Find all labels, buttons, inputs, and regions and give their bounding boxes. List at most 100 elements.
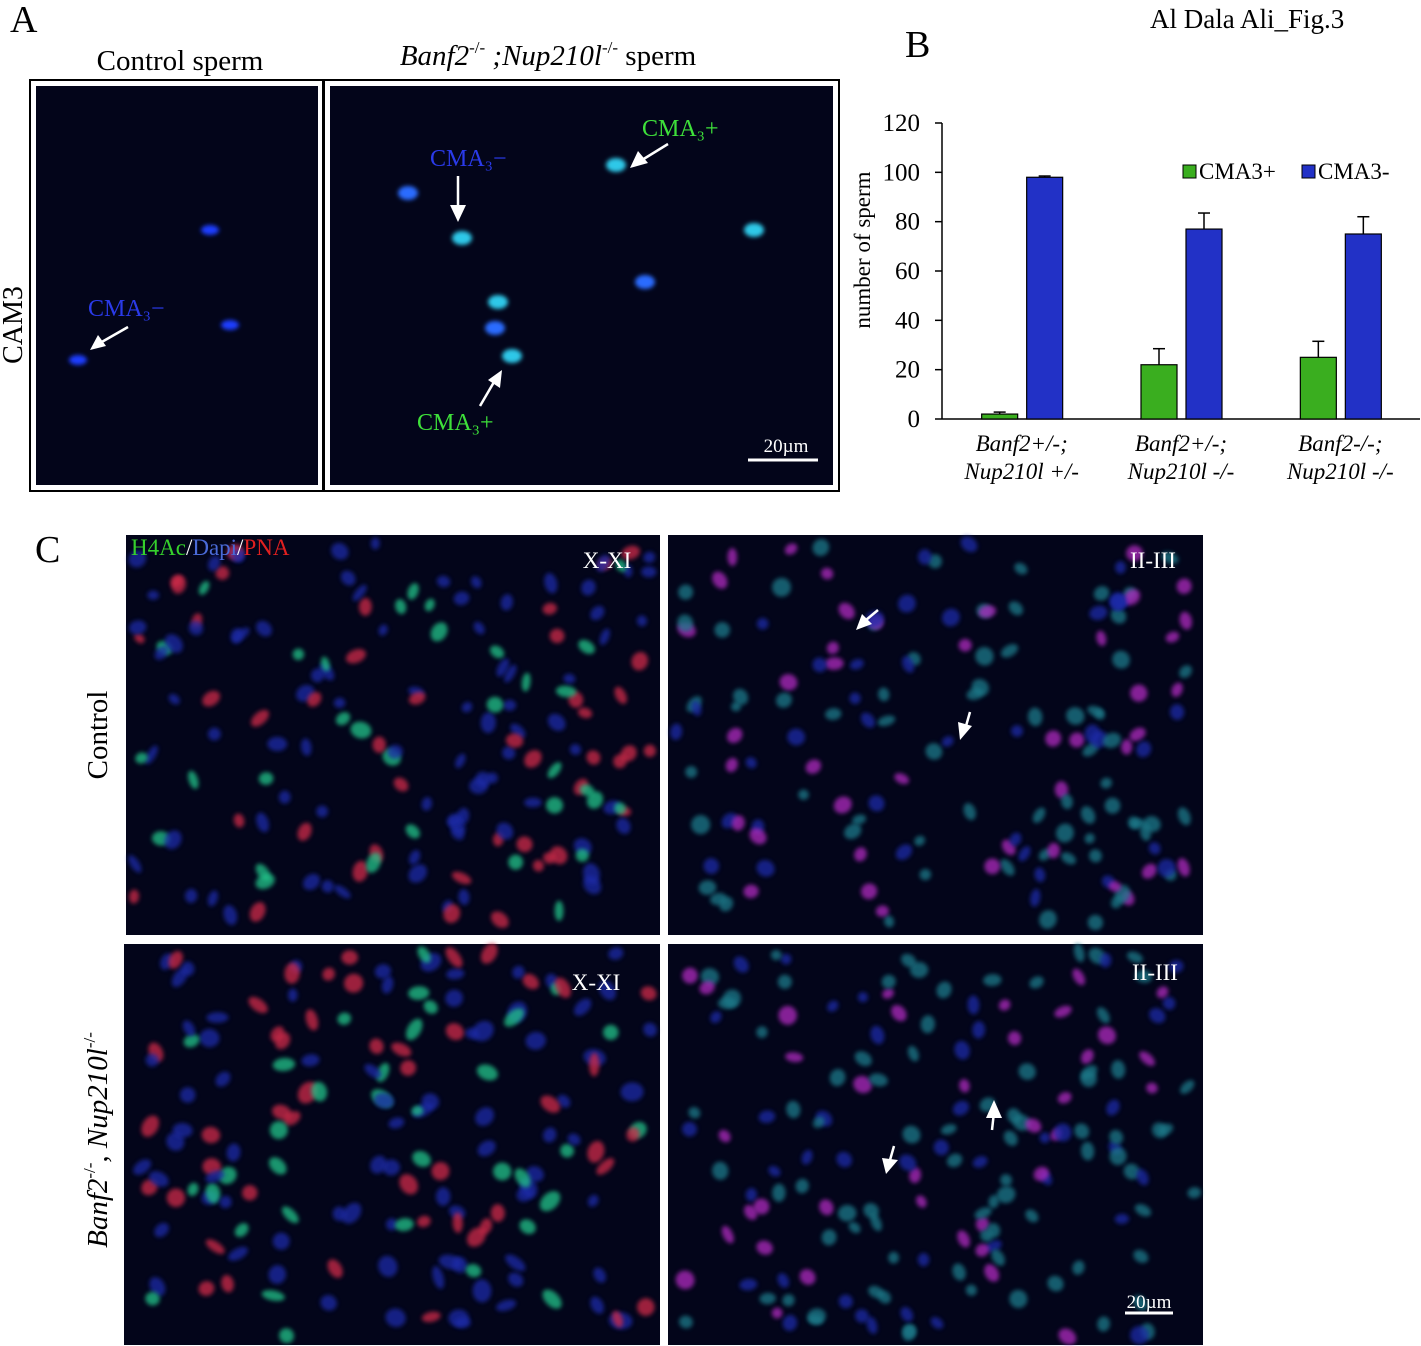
cell [154, 646, 168, 660]
bar [981, 413, 1019, 420]
cell [272, 1057, 296, 1072]
cell [202, 690, 221, 707]
cell [579, 784, 595, 797]
cell [505, 1254, 526, 1272]
panel-label: A [10, 0, 38, 41]
cell [461, 701, 473, 713]
cell [745, 757, 757, 769]
cell [1054, 1123, 1072, 1142]
cell [1109, 1147, 1127, 1166]
cell [998, 999, 1011, 1011]
cell [445, 989, 463, 1007]
cell [978, 605, 997, 618]
cell [756, 1026, 768, 1039]
cell [496, 658, 510, 677]
cell [946, 1153, 963, 1168]
cells [128, 536, 1202, 1345]
cell [586, 791, 604, 809]
cell [185, 888, 198, 903]
cell [898, 594, 916, 613]
cell [966, 687, 984, 700]
cell [1054, 781, 1069, 799]
cell [1010, 725, 1024, 737]
cell [688, 1107, 701, 1119]
cell [455, 753, 466, 769]
cell [636, 615, 648, 627]
cell [928, 554, 942, 569]
cell [281, 1206, 299, 1224]
cell [451, 871, 472, 885]
cell [703, 858, 720, 875]
cell [1112, 650, 1130, 669]
cell [836, 1151, 852, 1168]
cell [1089, 849, 1102, 863]
y-tick-label: 120 [883, 110, 921, 137]
cell [575, 848, 589, 862]
cell [1133, 1249, 1149, 1263]
cell [334, 885, 351, 899]
cell [1018, 1063, 1036, 1080]
cell [996, 1186, 1016, 1204]
cell [972, 1156, 988, 1168]
cell [829, 1068, 846, 1087]
separator: / [237, 535, 244, 560]
cell [1096, 630, 1107, 646]
cell [786, 1100, 801, 1119]
cell [852, 814, 867, 825]
cell [316, 805, 329, 818]
cell [590, 1296, 604, 1314]
cell [539, 1191, 561, 1212]
cell [875, 905, 889, 917]
cell [1069, 732, 1085, 748]
cell [882, 988, 894, 999]
cell [154, 1222, 169, 1238]
cell [860, 883, 878, 900]
cell [1130, 684, 1148, 702]
cell [475, 1107, 495, 1126]
cell [1047, 842, 1060, 859]
cell [758, 1110, 776, 1124]
legend-swatch [1182, 164, 1197, 179]
cell [1127, 951, 1143, 963]
y-tick-label: 0 [908, 406, 921, 433]
cell [849, 659, 864, 670]
cell [1106, 1099, 1120, 1116]
cell [626, 1127, 640, 1142]
cell [544, 573, 558, 594]
cell [145, 1291, 160, 1306]
cell [749, 828, 767, 845]
cell [522, 973, 539, 990]
cell [784, 543, 798, 555]
cell [698, 880, 717, 896]
cell [798, 789, 809, 800]
cell [382, 1159, 400, 1176]
cell [583, 863, 600, 885]
cell [778, 1005, 797, 1025]
cell [824, 657, 844, 670]
row-part: , Nup210l [82, 1048, 114, 1162]
title-sup: -/- [469, 38, 485, 57]
cell [756, 1240, 773, 1255]
x-tick-label: Banf2+/-; [1135, 431, 1227, 456]
cell [678, 584, 694, 600]
cell [574, 998, 592, 1016]
cell [489, 645, 505, 659]
cell [739, 1278, 758, 1291]
cell [988, 1194, 1000, 1209]
cell [188, 620, 204, 636]
cell [215, 566, 230, 580]
cell [145, 745, 158, 765]
cell [261, 1290, 285, 1302]
cell [1081, 1049, 1094, 1065]
cell [980, 1229, 993, 1243]
cell [925, 743, 943, 760]
cell [1029, 976, 1044, 989]
cell [613, 754, 627, 769]
cell [514, 1168, 531, 1188]
cell [454, 1317, 471, 1329]
sperm [398, 186, 418, 200]
cell [768, 1165, 781, 1177]
cell [1084, 833, 1095, 844]
cell [593, 1267, 606, 1283]
cell [888, 1251, 899, 1264]
